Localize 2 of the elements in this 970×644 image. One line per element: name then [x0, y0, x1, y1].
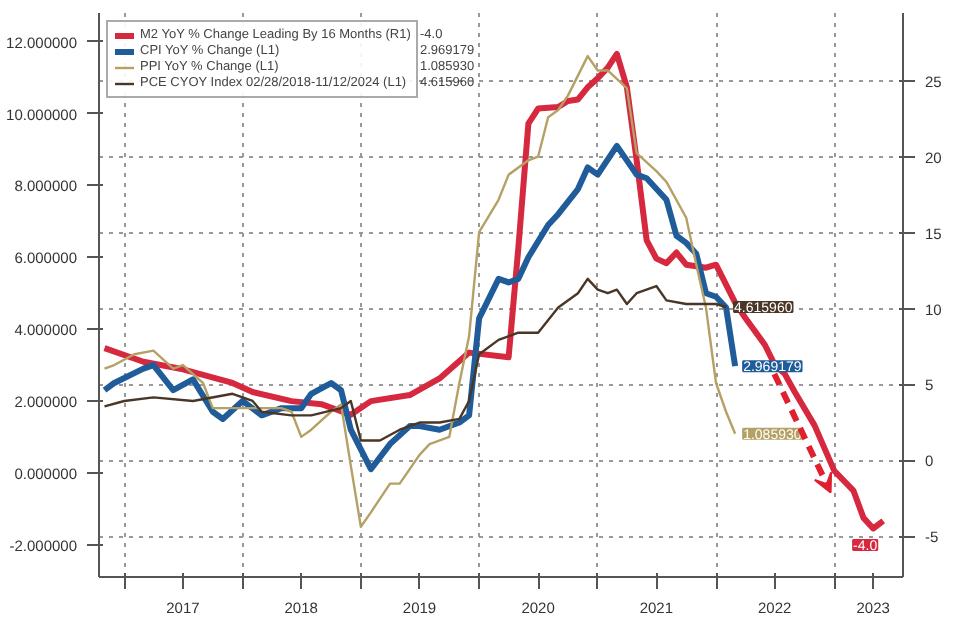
line-series: [103, 277, 728, 442]
line-series: [103, 54, 737, 528]
